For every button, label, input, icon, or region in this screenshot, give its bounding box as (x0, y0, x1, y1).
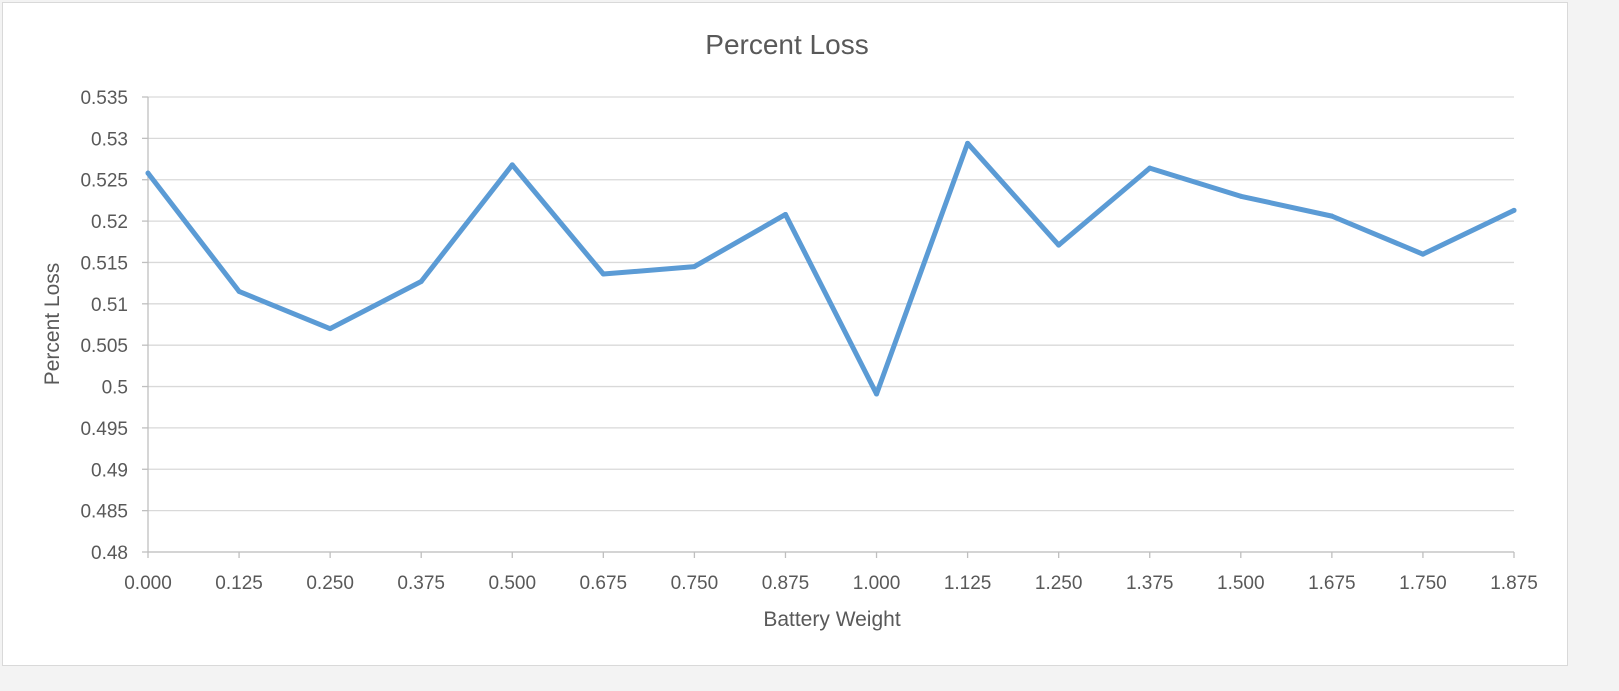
x-tick-label: 1.500 (1217, 573, 1265, 594)
data-point (965, 140, 971, 146)
data-point (782, 211, 788, 217)
y-tick-label: 0.53 (91, 129, 128, 150)
x-tick-label: 0.125 (215, 573, 263, 594)
y-tick-label: 0.515 (80, 253, 128, 274)
x-tick-label: 1.750 (1399, 573, 1447, 594)
x-tick-label: 1.675 (1308, 573, 1356, 594)
x-tick-label: 0.750 (671, 573, 719, 594)
x-tick-label: 0.675 (580, 573, 628, 594)
y-tick-label: 0.52 (91, 212, 128, 233)
series-line (145, 140, 1517, 397)
data-point (1238, 193, 1244, 199)
chart-title: Percent Loss (705, 29, 868, 60)
data-point (509, 162, 515, 168)
data-point (691, 264, 697, 270)
data-point (1329, 213, 1335, 219)
y-tick-label: 0.485 (80, 502, 128, 523)
x-tick-label: 0.000 (124, 573, 172, 594)
y-tick-label: 0.5 (102, 378, 128, 399)
data-point (145, 170, 151, 176)
data-point (327, 326, 333, 332)
y-tick-labels: 0.48 0.485 0.49 0.495 0.5 0.505 0.51 0.515 0.52 0… (80, 88, 128, 564)
data-point (874, 391, 880, 397)
x-axis-label: Battery Weight (763, 608, 901, 631)
y-tick-label: 0.535 (80, 88, 128, 109)
x-tick-label: 0.875 (762, 573, 810, 594)
x-tick-labels: 0.000 0.125 0.250 0.375 0.500 0.675 0.750 0.875… (124, 573, 1538, 594)
x-tick-label: 0.500 (488, 573, 536, 594)
data-point (236, 288, 242, 294)
axes (142, 96, 1515, 558)
y-axis-label: Percent Loss (41, 263, 64, 386)
data-point (1147, 165, 1153, 171)
x-tick-label: 1.875 (1490, 573, 1538, 594)
y-tick-label: 0.525 (80, 171, 128, 192)
y-tick-label: 0.495 (80, 419, 128, 440)
data-point (1511, 207, 1517, 213)
x-tick-label: 0.375 (397, 573, 445, 594)
x-tick-label: 0.250 (306, 573, 354, 594)
gridlines (148, 96, 1514, 553)
data-point (418, 278, 424, 284)
y-tick-label: 0.48 (91, 543, 128, 564)
x-tick-label: 1.125 (944, 573, 992, 594)
series (145, 140, 1517, 397)
x-tick-label: 1.000 (853, 573, 901, 594)
x-tick-label: 1.250 (1035, 573, 1083, 594)
x-tick-label: 1.375 (1126, 573, 1174, 594)
y-tick-label: 0.49 (91, 460, 128, 481)
data-point (600, 271, 606, 277)
y-tick-label: 0.505 (80, 336, 128, 357)
data-point (1420, 251, 1426, 257)
y-tick-label: 0.51 (91, 295, 128, 316)
data-point (1056, 242, 1062, 248)
